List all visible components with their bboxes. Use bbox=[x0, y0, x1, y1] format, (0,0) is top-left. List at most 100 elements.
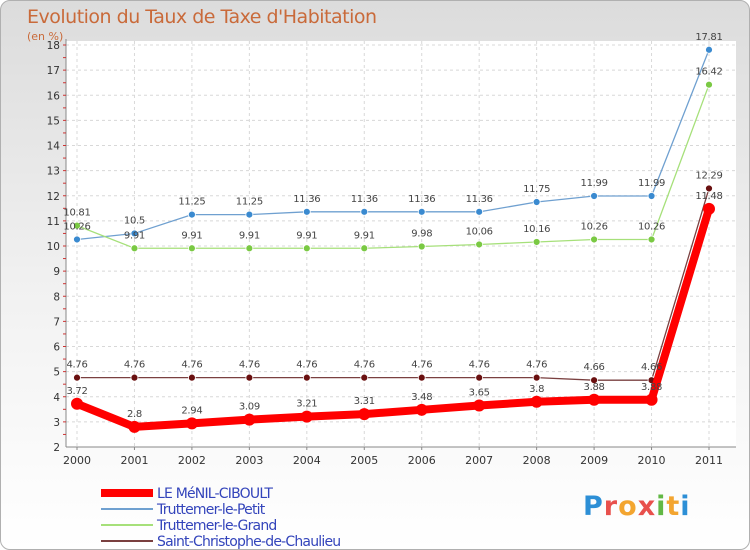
data-point bbox=[532, 238, 541, 246]
series-line bbox=[76, 49, 710, 241]
y-tick-label: 16 bbox=[47, 90, 61, 102]
y-tick-label: 7 bbox=[53, 316, 60, 328]
data-label: 3.09 bbox=[239, 402, 260, 413]
x-tick-label: 2000 bbox=[63, 454, 91, 467]
legend-label: Truttemer-le-Petit bbox=[156, 502, 266, 518]
data-point bbox=[532, 198, 541, 206]
y-tick-label: 9 bbox=[53, 266, 60, 278]
data-point bbox=[475, 207, 484, 216]
x-tick-label: 2009 bbox=[580, 454, 608, 467]
data-label: 4.76 bbox=[239, 360, 260, 371]
series-line bbox=[75, 207, 713, 431]
y-tick-label: 4 bbox=[53, 392, 60, 404]
data-point bbox=[647, 235, 656, 244]
data-point bbox=[300, 410, 313, 423]
x-tick-label: 2011 bbox=[695, 454, 723, 467]
data-point bbox=[705, 80, 713, 89]
data-point bbox=[188, 373, 196, 382]
data-label: 11.36 bbox=[466, 194, 493, 205]
data-label: 4.76 bbox=[354, 360, 375, 371]
data-point bbox=[73, 373, 81, 382]
data-label: 10.26 bbox=[581, 221, 608, 232]
data-point bbox=[705, 45, 713, 54]
data-label: 9.91 bbox=[296, 230, 317, 241]
data-label: 4.76 bbox=[181, 360, 202, 371]
x-tick-label: 2006 bbox=[408, 454, 436, 467]
data-point bbox=[302, 244, 311, 253]
data-label: 11.99 bbox=[638, 178, 665, 189]
data-label: 3.72 bbox=[66, 386, 87, 397]
data-label: 9.91 bbox=[124, 230, 145, 241]
chart-title: Evolution du Taux de Taxe d'Habitation bbox=[27, 6, 377, 28]
data-point bbox=[360, 244, 369, 253]
logo-letter: o bbox=[618, 491, 638, 522]
x-tick-label: 2004 bbox=[293, 454, 321, 467]
legend-label: Truttemer-le-Grand bbox=[156, 518, 277, 534]
y-tick-label: 11 bbox=[47, 216, 60, 228]
proxiti-logo: Proxiti bbox=[583, 491, 691, 522]
y-tick-label: 17 bbox=[47, 65, 60, 77]
y-tick-label: 12 bbox=[47, 191, 60, 203]
data-label: 4.76 bbox=[469, 360, 490, 371]
data-label: 9.91 bbox=[354, 230, 375, 241]
data-point bbox=[130, 229, 139, 238]
data-point bbox=[475, 373, 484, 382]
data-point bbox=[243, 413, 256, 426]
data-label: 11.36 bbox=[408, 194, 435, 205]
data-label: 11.48 bbox=[695, 191, 722, 202]
data-point bbox=[417, 373, 426, 382]
data-point bbox=[703, 202, 715, 215]
data-label: 9.91 bbox=[181, 230, 202, 241]
data-label: 2.8 bbox=[127, 409, 142, 420]
data-point bbox=[358, 408, 371, 421]
y-tick-label: 2 bbox=[53, 442, 60, 454]
data-label: 3.65 bbox=[469, 388, 490, 399]
data-label: 10.16 bbox=[523, 224, 550, 235]
data-label: 4.76 bbox=[124, 360, 145, 371]
data-point bbox=[415, 403, 428, 416]
data-label: 16.42 bbox=[695, 67, 722, 78]
data-label: 3.31 bbox=[354, 396, 375, 407]
data-label: 3.8 bbox=[529, 384, 544, 395]
logo-letter: r bbox=[603, 491, 619, 522]
data-point bbox=[188, 244, 196, 253]
data-point bbox=[532, 373, 541, 382]
y-tick-label: 5 bbox=[53, 367, 60, 379]
y-tick-label: 3 bbox=[53, 417, 60, 429]
x-tick-label: 2008 bbox=[523, 454, 551, 467]
x-tick-label: 2010 bbox=[638, 454, 666, 467]
data-point bbox=[647, 192, 656, 200]
data-point bbox=[302, 373, 311, 382]
data-label: 3.88 bbox=[584, 382, 605, 393]
data-point bbox=[245, 373, 254, 382]
data-point bbox=[590, 376, 598, 385]
data-label: 11.36 bbox=[293, 194, 320, 205]
data-point bbox=[590, 235, 598, 244]
legend-label: Saint-Christophe-de-Chaulieu bbox=[157, 534, 340, 549]
data-point bbox=[73, 235, 81, 244]
data-point bbox=[188, 210, 196, 219]
data-label: 4.76 bbox=[526, 360, 547, 371]
y-tick-label: 10 bbox=[47, 241, 60, 253]
data-point bbox=[73, 221, 81, 230]
x-tick-label: 2002 bbox=[178, 454, 206, 467]
data-label: 12.29 bbox=[695, 170, 722, 181]
logo-letter: x bbox=[637, 491, 657, 522]
data-label: 11.36 bbox=[351, 194, 378, 205]
y-tick-label: 14 bbox=[47, 141, 61, 153]
data-label: 10.26 bbox=[638, 221, 665, 232]
logo-letter: t bbox=[666, 491, 681, 522]
data-point bbox=[530, 395, 543, 408]
data-label: 9.91 bbox=[239, 230, 260, 241]
x-tick-label: 2001 bbox=[120, 454, 148, 467]
data-label: 11.99 bbox=[581, 178, 608, 189]
data-label: 4.66 bbox=[641, 362, 662, 373]
data-point bbox=[245, 210, 254, 219]
data-label: 3.88 bbox=[641, 382, 662, 393]
data-label: 10.06 bbox=[466, 226, 493, 237]
data-label: 10.26 bbox=[63, 221, 90, 232]
logo-letter: P bbox=[583, 491, 604, 522]
data-label: 4.76 bbox=[411, 360, 432, 371]
